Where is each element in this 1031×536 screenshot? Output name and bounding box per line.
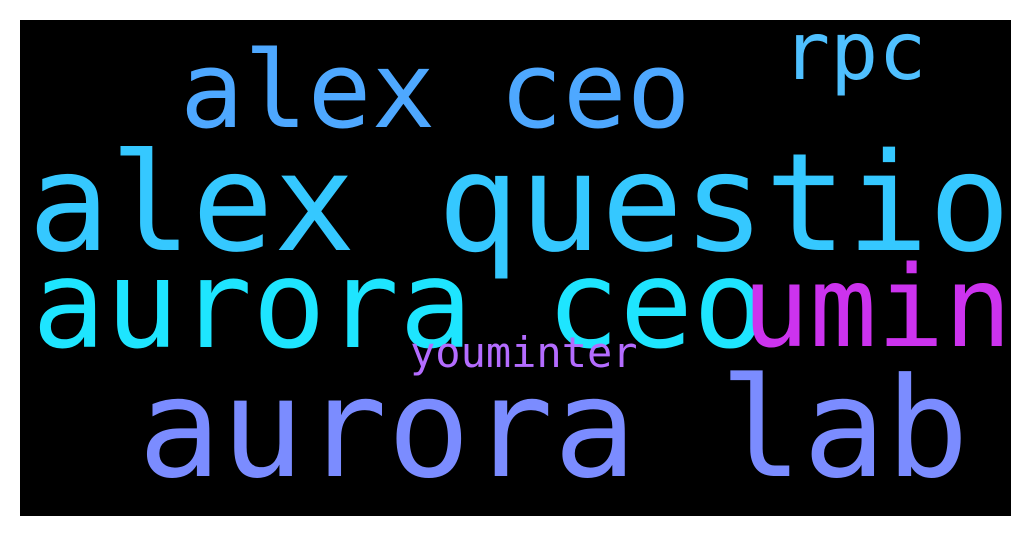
word-alex-ceo: alex ceo (180, 29, 691, 152)
word-cloud-canvas: alex ceo rpc alex question aurora ceo um… (20, 20, 1011, 516)
word-rpc: rpc (782, 20, 927, 98)
word-umint: umint (742, 243, 1011, 373)
word-aurora-lab: aurora lab (138, 348, 969, 509)
word-alex-question: alex question (28, 125, 1011, 283)
word-aurora-ceo: aurora ceo (32, 234, 767, 376)
word-youminter: youminter (410, 328, 638, 377)
